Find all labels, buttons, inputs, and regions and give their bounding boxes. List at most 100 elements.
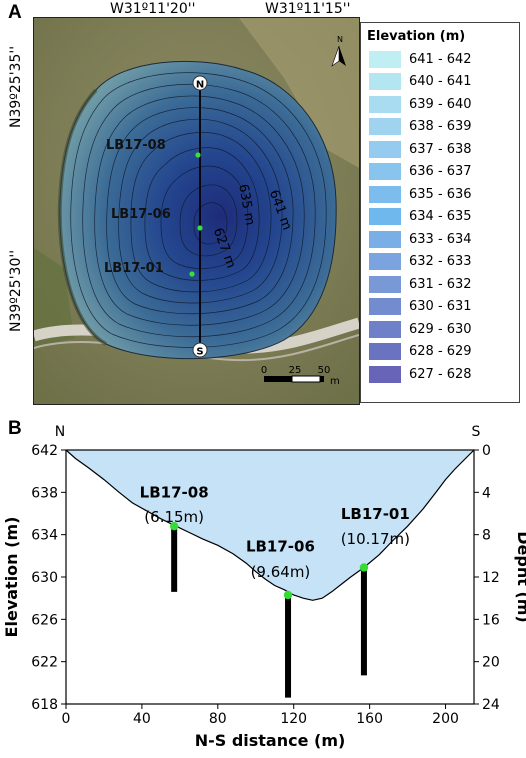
y-tick-label: 630 xyxy=(31,570,58,586)
y-axis-label: Elevation (m) xyxy=(2,517,21,638)
scale-tick-25: 25 xyxy=(289,365,302,376)
legend-label: 631 - 632 xyxy=(409,276,472,292)
legend-swatch xyxy=(369,208,401,226)
legend-label: 634 - 635 xyxy=(409,209,472,225)
legend-label: 628 - 629 xyxy=(409,344,472,360)
y-tick-label: 642 xyxy=(31,443,58,459)
y2-tick-label: 8 xyxy=(482,528,491,544)
legend-swatch xyxy=(369,253,401,271)
transect-north-marker: N xyxy=(192,75,208,91)
legend-item: 637 - 638 xyxy=(361,138,519,161)
contour-lines xyxy=(70,72,327,348)
profile-chart: 0 40 80 120 160 200 618 622 626 630 634 638 642 0 4 8 12… xyxy=(0,418,526,754)
legend-item: 640 - 641 xyxy=(361,71,519,94)
legend-swatch xyxy=(369,73,401,91)
y-tick-label: 638 xyxy=(31,485,58,501)
core-top-lb17-08 xyxy=(169,522,179,531)
elevation-legend: Elevation (m) 641 - 642 640 - 641 639 - 64… xyxy=(360,22,520,403)
y2-axis-label: Depht (m) xyxy=(514,531,526,623)
north-arrow-icon: N xyxy=(331,35,346,67)
transect-south-label: S xyxy=(196,347,203,358)
legend-swatch xyxy=(369,118,401,136)
road-edge xyxy=(34,334,359,362)
borehole-label-lb17-06: LB17-06 xyxy=(111,207,171,222)
y2-tick-label: 0 xyxy=(482,443,491,459)
core-depth-lb17-08: (6.15m) xyxy=(144,508,204,526)
profile-north-label: N xyxy=(55,424,65,440)
scale-unit: m xyxy=(330,376,340,387)
transect-north-label: N xyxy=(196,80,204,91)
legend-swatch xyxy=(369,343,401,361)
legend-label: 629 - 630 xyxy=(409,321,472,337)
legend-item: 636 - 637 xyxy=(361,161,519,184)
legend-item: 632 - 633 xyxy=(361,251,519,274)
legend-swatch xyxy=(369,298,401,316)
legend-item: 641 - 642 xyxy=(361,48,519,71)
core-name-lb17-01: LB17-01 xyxy=(341,505,410,523)
x-axis-label: N-S distance (m) xyxy=(195,731,346,750)
core-depth-lb17-01: (10.17m) xyxy=(341,530,410,548)
legend-item: 627 - 628 xyxy=(361,363,519,386)
shore-shadow xyxy=(57,88,108,346)
legend-item: 630 - 631 xyxy=(361,296,519,319)
core-name-lb17-06: LB17-06 xyxy=(246,538,315,556)
legend-swatch xyxy=(369,140,401,158)
legend-item: 631 - 632 xyxy=(361,273,519,296)
legend-item: 633 - 634 xyxy=(361,228,519,251)
legend-swatch xyxy=(369,163,401,181)
x-tick-label: 80 xyxy=(209,711,227,727)
borehole-point-lb17-06[interactable] xyxy=(197,225,203,231)
water-area xyxy=(66,450,474,601)
x-tick-label: 40 xyxy=(133,711,151,727)
y-tick-label: 626 xyxy=(31,612,58,628)
legend-label: 635 - 636 xyxy=(409,186,472,202)
legend-label: 630 - 631 xyxy=(409,299,472,315)
legend-title: Elevation (m) xyxy=(367,29,466,44)
legend-item: 639 - 640 xyxy=(361,93,519,116)
legend-label: 638 - 639 xyxy=(409,119,472,135)
legend-item: 629 - 630 xyxy=(361,318,519,341)
x-tick-label: 0 xyxy=(62,711,71,727)
bathymetric-profile-line xyxy=(65,449,475,601)
map-svg: N S N 0 25 50 m xyxy=(34,18,359,404)
legend-swatch xyxy=(369,230,401,248)
longitude-label-left: W31º11'20'' xyxy=(110,1,196,17)
y2-tick-label: 4 xyxy=(482,485,491,501)
transect-south-marker: S xyxy=(192,342,208,358)
legend-label: 633 - 634 xyxy=(409,231,472,247)
core-name-lb17-08: LB17-08 xyxy=(140,484,209,502)
latitude-label-top: N39º25'35'' xyxy=(8,45,24,128)
legend-item: 628 - 629 xyxy=(361,341,519,364)
legend-label: 637 - 638 xyxy=(409,141,472,157)
panel-b-letter: B xyxy=(8,418,22,439)
compass-label: N xyxy=(337,35,343,44)
legend-swatch xyxy=(369,320,401,338)
borehole-label-lb17-01: LB17-01 xyxy=(104,261,164,276)
borehole-point-lb17-08[interactable] xyxy=(195,152,201,158)
borehole-label-lb17-08: LB17-08 xyxy=(106,138,166,153)
y-tick-label: 618 xyxy=(31,697,58,713)
core-depth-lb17-06: (9.64m) xyxy=(251,563,311,581)
legend-item: 638 - 639 xyxy=(361,116,519,139)
field-patch xyxy=(239,18,359,168)
profile-svg: 0 40 80 120 160 200 618 622 626 630 634 638 642 0 4 8 12… xyxy=(2,424,526,750)
legend-label: 639 - 640 xyxy=(409,96,472,112)
y-tick-label: 622 xyxy=(31,655,58,671)
legend-label: 640 - 641 xyxy=(409,74,472,90)
legend-label: 636 - 637 xyxy=(409,164,472,180)
y2-tick-label: 16 xyxy=(482,612,500,628)
y2-tick-label: 20 xyxy=(482,655,500,671)
y2-tick-label: 12 xyxy=(482,570,500,586)
scale-tick-50: 50 xyxy=(318,365,331,376)
y2-tick-label: 24 xyxy=(482,697,500,713)
x-tick-label: 120 xyxy=(280,711,307,727)
y-tick-label: 634 xyxy=(31,528,58,544)
legend-swatch xyxy=(369,365,401,383)
x-tick-label: 160 xyxy=(356,711,383,727)
borehole-point-lb17-01[interactable] xyxy=(189,271,195,277)
core-top-lb17-06 xyxy=(283,590,293,600)
legend-swatch xyxy=(369,275,401,293)
profile-south-label: S xyxy=(472,424,481,440)
legend-label: 627 - 628 xyxy=(409,366,472,382)
latitude-label-bottom: N39º25'30'' xyxy=(8,249,24,332)
